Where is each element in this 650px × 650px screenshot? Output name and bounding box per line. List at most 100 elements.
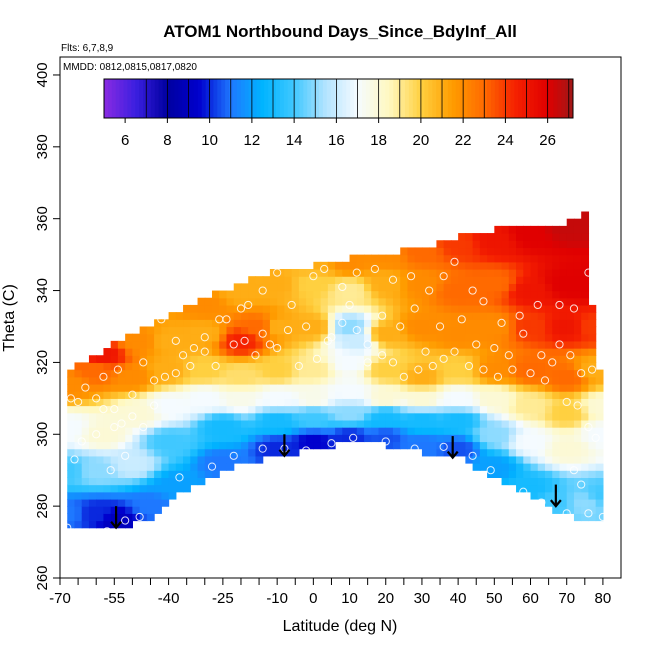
y-tick-label: 280 <box>34 494 51 519</box>
heatmap-cell <box>566 233 575 241</box>
heatmap-cell <box>219 319 228 328</box>
colorbar-tick-label: 26 <box>539 132 556 149</box>
heatmap-cell <box>212 362 220 371</box>
heatmap-cell <box>96 463 105 471</box>
observation-point <box>457 315 466 324</box>
heatmap-cell <box>573 477 582 486</box>
heatmap-cell <box>262 383 271 392</box>
heatmap-cell <box>262 276 271 284</box>
heatmap-cell <box>508 398 517 407</box>
heatmap-cell <box>226 419 235 428</box>
heatmap-cell <box>233 455 242 464</box>
heatmap-cell <box>566 254 575 263</box>
colorbar-segment <box>334 79 339 118</box>
heatmap-cell <box>81 362 90 371</box>
heatmap-cell <box>168 391 177 399</box>
colorbar-segment <box>490 79 496 118</box>
heatmap-cell <box>327 419 336 428</box>
heatmap-cell <box>132 398 141 407</box>
heatmap-cell <box>487 254 495 263</box>
heatmap-cell <box>67 470 76 478</box>
heatmap-cell <box>291 427 300 435</box>
heatmap-cell <box>566 333 575 342</box>
heatmap-cell <box>277 283 285 292</box>
heatmap-cell <box>81 463 90 471</box>
heatmap-cell <box>298 283 307 292</box>
heatmap-cell <box>429 369 438 378</box>
heatmap-cell <box>552 398 561 407</box>
observation-point <box>537 351 546 360</box>
heatmap-cell <box>465 233 474 241</box>
heatmap-cell <box>212 297 220 306</box>
heatmap-cell <box>212 319 220 328</box>
heatmap-cell <box>472 383 481 392</box>
heatmap-cell <box>588 491 597 500</box>
heatmap-cell <box>233 290 242 299</box>
heatmap-cell <box>349 405 358 414</box>
heatmap-cell <box>487 312 495 320</box>
heatmap-cell <box>392 419 401 428</box>
heatmap-cell <box>146 391 155 399</box>
heatmap-cell <box>342 297 351 306</box>
heatmap-cell <box>516 448 524 457</box>
heatmap-cell <box>349 369 358 378</box>
heatmap-cell <box>284 348 293 356</box>
heatmap-cell <box>197 477 206 486</box>
heatmap-cell <box>523 297 532 306</box>
heatmap-cell <box>465 326 474 335</box>
colorbar-segment <box>295 79 300 118</box>
heatmap-cell <box>530 355 539 364</box>
heatmap-cell <box>479 463 488 471</box>
x-tick-label: -40 <box>158 590 180 607</box>
heatmap-cell <box>400 283 409 292</box>
heatmap-cell <box>125 448 133 457</box>
heatmap-cell <box>378 391 387 399</box>
heatmap-cell <box>81 405 90 414</box>
colorbar-segment <box>432 79 437 118</box>
heatmap-cell <box>240 434 249 443</box>
heatmap-cell <box>530 276 539 284</box>
heatmap-cell <box>501 448 510 457</box>
heatmap-cell <box>364 391 372 399</box>
heatmap-cell <box>240 376 249 385</box>
heatmap-cell <box>501 240 510 249</box>
heatmap-cell <box>240 355 249 364</box>
heatmap-cell <box>530 283 539 292</box>
heatmap-cell <box>320 412 329 421</box>
observation-point <box>577 369 586 378</box>
heatmap-cell <box>132 463 141 471</box>
heatmap-cell <box>371 427 380 435</box>
heatmap-cell <box>88 448 97 457</box>
heatmap-cell <box>313 383 322 392</box>
heatmap-cell <box>581 506 590 514</box>
heatmap-cell <box>327 283 336 292</box>
heatmap-cell <box>501 333 510 342</box>
heatmap-cell <box>385 261 394 270</box>
heatmap-cell <box>233 405 242 414</box>
heatmap-cell <box>212 369 220 378</box>
heatmap-cell <box>487 412 495 421</box>
heatmap-cell <box>537 383 546 392</box>
x-tick-label: 10 <box>341 590 358 607</box>
heatmap-cell <box>588 484 597 493</box>
heatmap-cell <box>125 470 133 478</box>
heatmap-cell <box>219 463 228 471</box>
heatmap-cell <box>175 312 184 320</box>
heatmap-cell <box>146 491 155 500</box>
heatmap-cell <box>103 470 112 478</box>
heatmap-cell <box>450 340 459 349</box>
observation-point <box>327 439 336 448</box>
heatmap-cell <box>96 470 105 478</box>
heatmap-cell <box>212 312 220 320</box>
heatmap-cell <box>161 362 170 371</box>
heatmap-cell <box>371 419 380 428</box>
heatmap-cell <box>88 477 97 486</box>
heatmap-cell <box>356 419 365 428</box>
heatmap-cell <box>320 340 329 349</box>
heatmap-cell <box>96 419 105 428</box>
heatmap-cell <box>537 419 546 428</box>
heatmap-cell <box>146 362 155 371</box>
heatmap-cell <box>364 312 372 320</box>
heatmap-cell <box>407 362 416 371</box>
heatmap-cell <box>313 369 322 378</box>
